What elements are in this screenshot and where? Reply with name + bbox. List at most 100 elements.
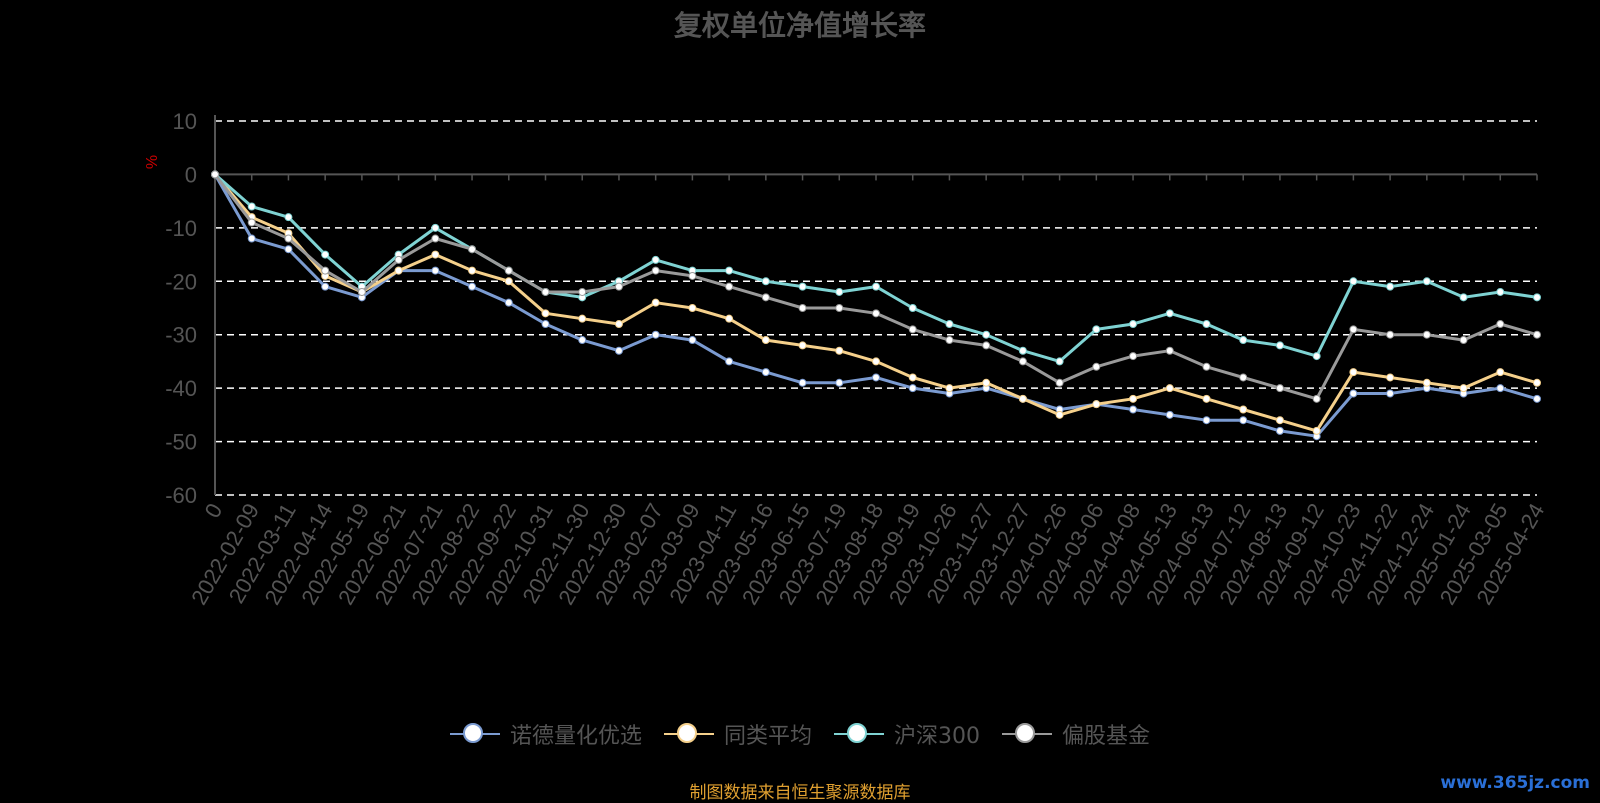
- data-point: [1459, 384, 1468, 393]
- legend-label: 沪深300: [894, 724, 980, 749]
- data-point: [1533, 378, 1541, 387]
- data-point: [651, 330, 660, 339]
- data-point: [284, 245, 293, 254]
- data-point: [1239, 416, 1248, 425]
- legend-label: 同类平均: [723, 724, 812, 749]
- data-point: [1533, 330, 1541, 339]
- data-point: [1092, 400, 1101, 409]
- data-point: [1202, 362, 1211, 371]
- data-point: [1386, 373, 1395, 382]
- legend-dot: [462, 723, 483, 743]
- data-point: [1239, 336, 1248, 345]
- legend-marker-icon: [834, 721, 884, 747]
- x-tick-label: 0: [200, 499, 228, 522]
- data-point: [614, 346, 623, 355]
- data-point: [725, 266, 734, 275]
- data-point: [394, 266, 403, 275]
- data-point: [247, 218, 256, 227]
- legend: 诺德量化优选 同类平均 沪深300 偏股基金: [0, 718, 1600, 750]
- data-point: [798, 378, 807, 387]
- legend-marker-icon: [663, 721, 714, 747]
- data-point: [945, 384, 954, 393]
- data-point: [211, 170, 219, 179]
- data-point: [1422, 277, 1431, 286]
- y-tick-label: 10: [173, 109, 197, 134]
- legend-item[interactable]: 诺德量化优选: [449, 718, 642, 750]
- data-point: [1202, 416, 1211, 425]
- data-point: [504, 277, 513, 286]
- legend-dot: [676, 723, 697, 743]
- data-point: [1496, 368, 1505, 377]
- legend-item[interactable]: 偏股基金: [1002, 718, 1150, 750]
- data-point: [1018, 394, 1027, 403]
- data-point: [1496, 384, 1505, 393]
- data-point: [761, 336, 770, 345]
- legend-label: 诺德量化优选: [509, 724, 642, 749]
- data-point: [1386, 282, 1395, 291]
- data-point: [908, 373, 917, 382]
- data-point: [1055, 378, 1064, 387]
- data-point: [321, 282, 330, 291]
- data-point: [1422, 330, 1431, 339]
- data-point: [872, 282, 880, 291]
- data-point: [1496, 287, 1505, 296]
- y-tick-label: -30: [165, 323, 197, 348]
- data-point: [1092, 362, 1101, 371]
- data-point: [357, 287, 366, 296]
- data-point: [1349, 389, 1358, 398]
- data-point: [431, 234, 440, 243]
- series-1: [211, 170, 1541, 435]
- legend-marker-icon: [1002, 721, 1052, 747]
- y-axis-label: %: [144, 155, 161, 169]
- data-point: [1349, 277, 1358, 286]
- legend-dot: [1015, 723, 1035, 743]
- data-point: [431, 266, 440, 275]
- data-point: [1533, 394, 1541, 403]
- data-point: [725, 314, 734, 323]
- data-point: [1092, 325, 1101, 334]
- data-point: [284, 234, 293, 243]
- data-point: [945, 336, 954, 345]
- data-point: [468, 282, 477, 291]
- data-point: [247, 234, 256, 243]
- data-point: [945, 320, 954, 329]
- data-point: [798, 304, 807, 312]
- data-point: [688, 304, 697, 312]
- data-point: [1275, 416, 1284, 425]
- data-point: [1055, 357, 1064, 366]
- data-point: [1165, 309, 1174, 318]
- data-point: [1275, 384, 1284, 393]
- data-point: [431, 223, 440, 232]
- legend-item[interactable]: 沪深300: [834, 718, 980, 750]
- data-point: [908, 304, 917, 312]
- y-tick-label: -40: [165, 376, 197, 401]
- legend-label: 偏股基金: [1062, 724, 1151, 749]
- data-point: [1312, 426, 1321, 435]
- data-point: [651, 255, 660, 264]
- data-point: [578, 314, 587, 323]
- data-point: [982, 341, 991, 350]
- data-point: [504, 266, 513, 275]
- data-point: [1349, 368, 1358, 377]
- data-point: [835, 304, 844, 312]
- data-point: [798, 341, 807, 350]
- data-point: [761, 368, 770, 377]
- legend-item[interactable]: 同类平均: [663, 718, 812, 750]
- data-point: [1386, 330, 1395, 339]
- data-point: [468, 266, 477, 275]
- legend-dot: [847, 723, 867, 743]
- data-point: [1349, 325, 1358, 334]
- series-2: [211, 170, 1541, 366]
- data-point: [1129, 405, 1138, 414]
- data-point: [1239, 373, 1248, 382]
- data-point: [321, 266, 330, 275]
- data-point: [468, 245, 477, 254]
- data-point: [541, 287, 550, 296]
- series-line: [213, 173, 1538, 433]
- data-point: [1129, 320, 1138, 329]
- data-point: [835, 346, 844, 355]
- data-point: [1239, 405, 1248, 414]
- y-tick-label: -20: [165, 269, 197, 294]
- watermark: www.365jz.com: [1440, 773, 1590, 793]
